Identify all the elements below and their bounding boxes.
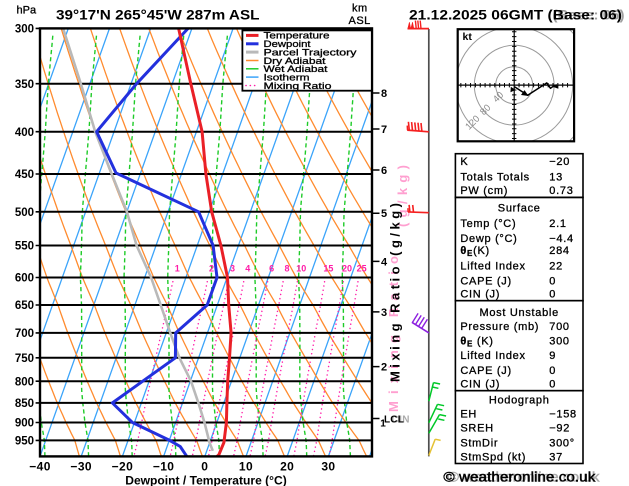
svg-text:Most Unstable: Most Unstable [479,307,558,319]
svg-text:LCL: LCL [384,414,404,425]
svg-text:15: 15 [323,264,333,274]
svg-text:30: 30 [321,460,335,474]
svg-text:4: 4 [381,256,388,268]
svg-text:(g/kg): (g/kg) [395,165,410,227]
svg-text:StmDir: StmDir [460,437,498,449]
svg-text:0: 0 [549,288,556,300]
svg-text:StmSpd (kt): StmSpd (kt) [460,452,526,464]
svg-text:Wet Adiabat: Wet Adiabat [264,64,328,75]
svg-text:Totals Totals: Totals Totals [460,172,529,184]
svg-text:950: 950 [15,436,34,448]
svg-text:2.1: 2.1 [549,218,566,230]
svg-text:CIN (J): CIN (J) [460,379,500,391]
svg-text:θE (K): θE (K) [460,336,493,349]
svg-text:Temp (°C): Temp (°C) [460,218,516,230]
svg-text:39°17'N 265°45'W 287m ASL: 39°17'N 265°45'W 287m ASL [56,7,260,23]
svg-text:hPa: hPa [17,5,37,17]
svg-text:500: 500 [15,207,34,219]
svg-text:3: 3 [381,307,387,319]
svg-text:θE(K): θE(K) [460,245,489,258]
svg-text:1: 1 [380,419,386,430]
svg-text:3: 3 [230,264,235,274]
svg-text:CAPE (J): CAPE (J) [460,275,511,287]
svg-text:8: 8 [284,264,289,274]
svg-text:4: 4 [245,264,250,274]
svg-text:Surface: Surface [498,202,541,214]
svg-text:9: 9 [549,350,556,362]
svg-text:−4.4: −4.4 [549,233,574,245]
svg-text:2: 2 [209,264,214,274]
svg-text:Parcel Trajectory: Parcel Trajectory [264,47,357,58]
svg-text:−20: −20 [549,156,570,168]
svg-text:K: K [460,156,468,168]
svg-text:20: 20 [342,264,352,274]
svg-text:21.12.2025 06GMT (Base: 06): 21.12.2025 06GMT (Base: 06) [409,7,622,23]
svg-text:37: 37 [549,452,563,464]
svg-text:300: 300 [549,336,569,348]
svg-text:Mixing Ratio: Mixing Ratio [264,81,332,92]
svg-text:Dry Adiabat: Dry Adiabat [264,56,326,67]
svg-text:(Base: 06): (Base: 06) [553,7,625,23]
svg-text:CIN: CIN [392,414,410,425]
svg-text:SREH: SREH [460,423,493,435]
svg-text:20: 20 [280,460,294,474]
svg-text:kt: kt [463,31,473,43]
svg-text:Dewpoint: Dewpoint [264,39,311,50]
svg-text:CAPE (J): CAPE (J) [460,365,511,377]
svg-text:Dewp (°C): Dewp (°C) [460,233,517,245]
svg-text:600: 600 [15,273,34,285]
svg-text:1: 1 [175,264,180,274]
svg-text:© weatheronline.co.uk: © weatheronline.co.uk [448,469,601,485]
svg-text:CIN (J): CIN (J) [460,288,500,300]
svg-text:−158: −158 [549,408,577,420]
svg-text:10: 10 [296,264,306,274]
svg-text:350: 350 [15,79,34,91]
svg-text:6: 6 [381,165,387,177]
svg-text:Dewpoint / Temperature (°C): Dewpoint / Temperature (°C) [125,476,287,486]
svg-text:Pressure (mb): Pressure (mb) [460,321,539,333]
svg-text:5: 5 [381,208,387,220]
svg-text:7: 7 [381,124,387,136]
svg-text:300: 300 [15,24,34,36]
svg-text:Temperature: Temperature [264,31,330,42]
svg-text:−92: −92 [549,423,570,435]
svg-text:22: 22 [549,261,563,273]
svg-text:10: 10 [239,460,253,474]
svg-text:Isotherm: Isotherm [264,72,310,83]
svg-text:400: 400 [15,127,34,139]
svg-text:300°: 300° [549,437,575,449]
svg-text:© weatheronline.co.uk: © weatheronline.co.uk [443,469,596,485]
svg-text:−40: −40 [29,460,51,474]
svg-text:km: km [352,3,368,15]
svg-text:−30: −30 [70,460,92,474]
svg-text:25: 25 [357,264,367,274]
svg-text:0: 0 [549,365,556,377]
svg-text:0.73: 0.73 [549,185,573,197]
svg-text:PW (cm): PW (cm) [460,185,508,197]
svg-text:−20: −20 [112,460,134,474]
svg-text:450: 450 [15,169,34,181]
svg-text:8: 8 [381,88,387,100]
svg-text:ASL: ASL [349,15,371,27]
svg-text:800: 800 [15,376,34,388]
svg-text:0: 0 [201,460,208,474]
svg-text:284: 284 [549,245,569,257]
svg-text:EH: EH [460,408,477,420]
svg-text:900: 900 [15,418,34,430]
svg-text:550: 550 [15,241,34,253]
svg-text:850: 850 [15,398,34,410]
svg-text:0: 0 [549,275,556,287]
svg-text:−10: −10 [153,460,175,474]
svg-text:2: 2 [381,362,387,374]
svg-text:Hodograph: Hodograph [489,394,550,406]
svg-text:650: 650 [15,300,34,312]
svg-text:Lifted Index: Lifted Index [460,261,525,273]
svg-text:6: 6 [269,264,274,274]
svg-text:13: 13 [549,172,563,184]
svg-text:Lifted Index: Lifted Index [460,350,525,362]
svg-text:750: 750 [15,353,34,365]
svg-text:700: 700 [549,321,569,333]
svg-text:0: 0 [549,379,556,391]
svg-text:700: 700 [15,328,34,340]
